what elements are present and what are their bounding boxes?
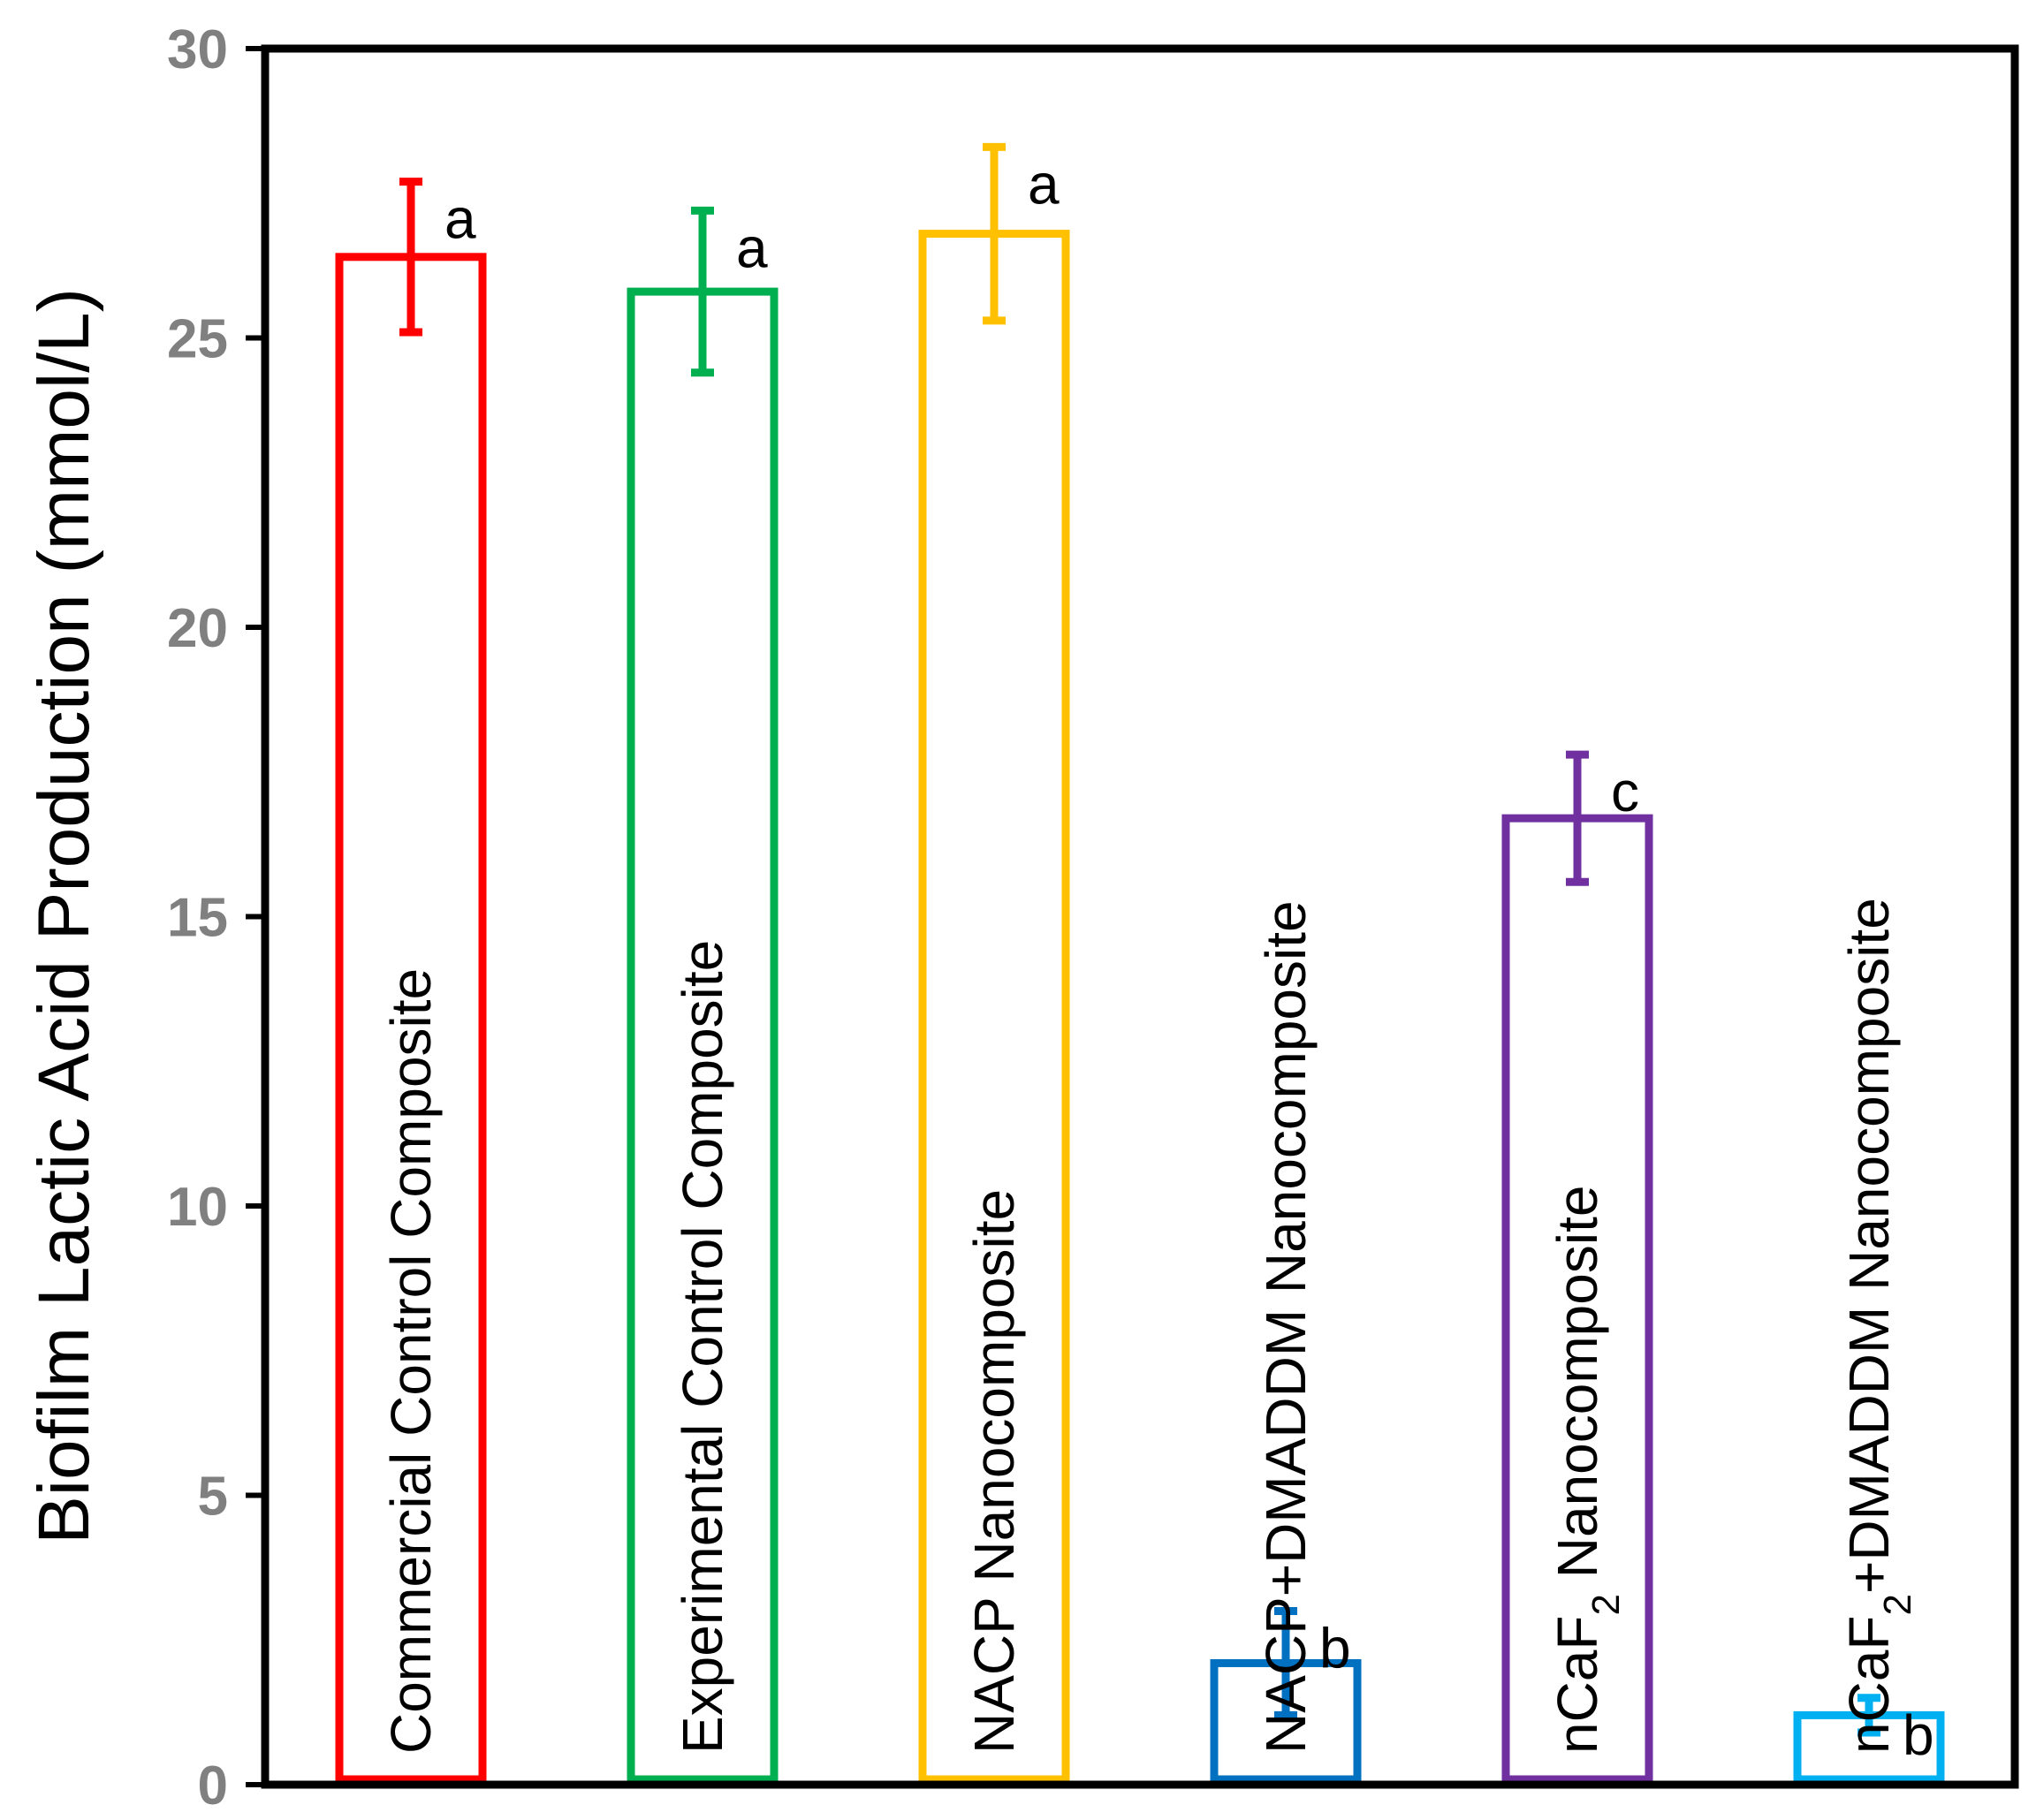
y-tick-label: 15 — [167, 888, 228, 949]
plot-frame — [261, 44, 2019, 1789]
bar-label-subscript: 2 — [1876, 1594, 1919, 1615]
significance-letter: a — [736, 216, 768, 279]
y-axis-ticks: 0 5 10 15 20 25 30 — [167, 19, 265, 1816]
bar-label-tail: +DMADDM Nanocomposite — [1837, 898, 1901, 1594]
y-tick-label: 5 — [198, 1467, 228, 1528]
y-tick-label: 30 — [167, 19, 228, 80]
y-tick-label: 20 — [167, 598, 228, 659]
bar-label: nCaF2 Nanocomposite — [1546, 1186, 1628, 1754]
y-tick-label: 10 — [167, 1177, 228, 1238]
significance-letter: c — [1611, 760, 1639, 823]
y-axis-title: Biofilm Lactic Acid Production (mmol/L) — [24, 288, 104, 1544]
bar-label: NACP+DMADDM Nanocomposite — [1254, 900, 1318, 1754]
significance-letter: a — [444, 187, 476, 251]
bar-label-subscript: 2 — [1584, 1594, 1628, 1615]
bar-label: Experimental Control Composite — [671, 940, 734, 1754]
y-tick-label: 0 — [198, 1756, 228, 1816]
significance-letter: b — [1319, 1617, 1351, 1680]
bar-label: Commercial Control Composite — [379, 968, 443, 1754]
bars: a Commercial Control Composite a Experiment… — [335, 142, 1945, 1784]
bar-label-main: nCaF — [1546, 1616, 1609, 1755]
y-tick-label: 25 — [167, 309, 228, 370]
significance-letter: b — [1903, 1703, 1934, 1767]
bar-label: nCaF2+DMADDM Nanocomposite — [1837, 898, 1919, 1754]
bar-label: NACP Nanocomposite — [962, 1189, 1026, 1754]
bar-label-main: nCaF — [1837, 1616, 1901, 1755]
bar-label-tail: Nanocomposite — [1546, 1186, 1609, 1594]
significance-letter: a — [1028, 152, 1060, 216]
